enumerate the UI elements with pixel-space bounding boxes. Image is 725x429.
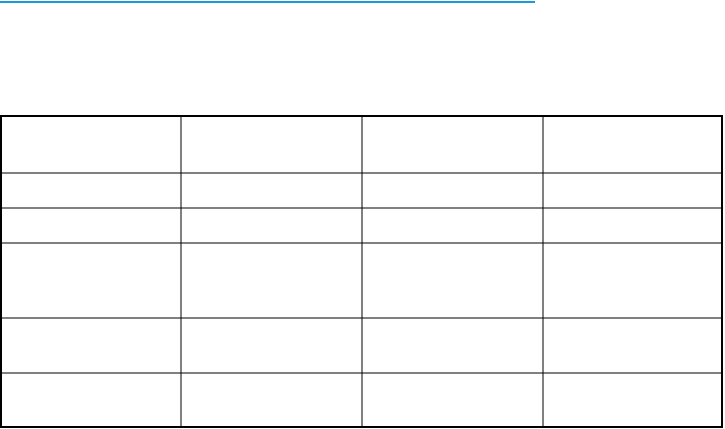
table [0, 115, 723, 428]
